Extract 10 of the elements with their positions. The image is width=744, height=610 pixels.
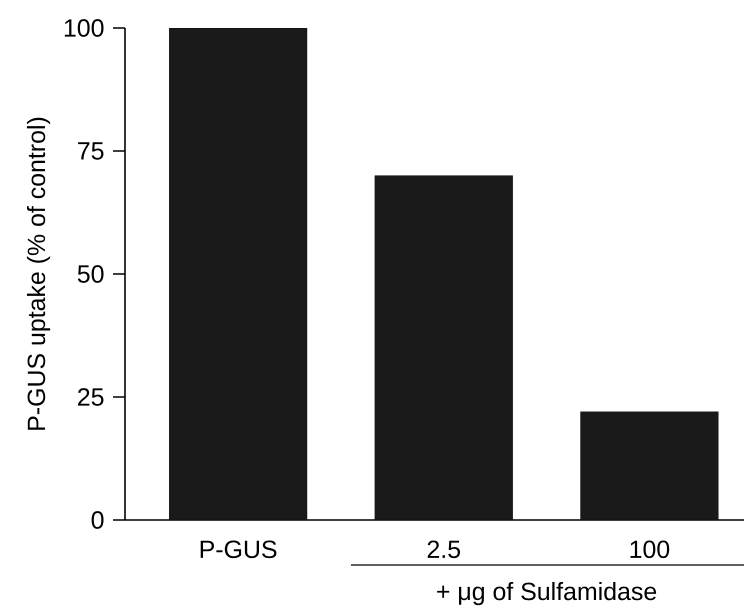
y-tick-label: 0 (92, 511, 104, 529)
y-tick-label: 100 (64, 19, 104, 37)
x-tick-label: 100 (630, 540, 670, 558)
y-tick-label: 75 (78, 142, 104, 160)
y-tick-label: 25 (78, 388, 104, 406)
x-axis-title: + μg of Sulfamidase (437, 582, 656, 606)
x-tick-label: P-GUS (200, 540, 276, 558)
x-tick-label: 2.5 (428, 540, 460, 558)
y-axis-title: P-GUS uptake (% of control) (26, 118, 50, 430)
y-tick-label: 50 (78, 265, 104, 283)
